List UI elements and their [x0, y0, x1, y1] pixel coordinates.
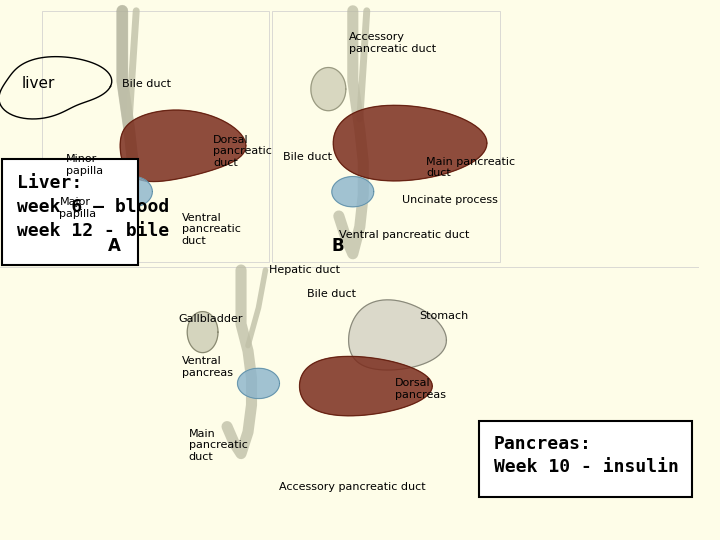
Text: Minor
papilla: Minor papilla [66, 154, 104, 176]
Text: Main
pancreatic
duct: Main pancreatic duct [189, 429, 248, 462]
Text: Main pancreatic
duct: Main pancreatic duct [426, 157, 516, 178]
FancyBboxPatch shape [479, 421, 692, 497]
Polygon shape [348, 300, 446, 370]
Polygon shape [113, 177, 153, 207]
Text: Bile duct: Bile duct [283, 152, 332, 161]
Text: Major
papilla: Major papilla [59, 197, 96, 219]
Polygon shape [333, 105, 487, 181]
FancyBboxPatch shape [42, 11, 269, 262]
Text: Bile duct: Bile duct [307, 289, 356, 299]
Polygon shape [238, 368, 279, 399]
Text: A: A [108, 237, 121, 255]
Text: Gallbladder: Gallbladder [178, 314, 243, 323]
Text: Ventral
pancreas: Ventral pancreas [181, 356, 233, 378]
Text: Ventral
pancreatic
duct: Ventral pancreatic duct [181, 213, 240, 246]
Polygon shape [300, 356, 432, 416]
Text: Pancreas:
Week 10 - insulin: Pancreas: Week 10 - insulin [494, 435, 679, 476]
Text: Hepatic duct: Hepatic duct [269, 265, 340, 275]
Text: Dorsal
pancreas: Dorsal pancreas [395, 378, 446, 400]
Text: Liver:
week 6 – blood
week 12 - bile: Liver: week 6 – blood week 12 - bile [17, 174, 170, 240]
FancyBboxPatch shape [272, 11, 500, 262]
Text: Ventral pancreatic duct: Ventral pancreatic duct [339, 230, 469, 240]
Text: Bile duct: Bile duct [122, 79, 171, 89]
Polygon shape [187, 312, 218, 353]
Text: Dorsal
pancreatic
duct: Dorsal pancreatic duct [213, 134, 272, 168]
FancyBboxPatch shape [2, 159, 138, 265]
Polygon shape [332, 177, 374, 207]
Polygon shape [311, 68, 346, 111]
Polygon shape [120, 110, 246, 181]
Text: Stomach: Stomach [419, 311, 469, 321]
Text: Uncinate process: Uncinate process [402, 195, 498, 205]
Text: liver: liver [22, 76, 55, 91]
Text: B: B [332, 237, 344, 255]
Text: Accessory pancreatic duct: Accessory pancreatic duct [279, 482, 426, 492]
Text: Accessory
pancreatic duct: Accessory pancreatic duct [349, 32, 436, 54]
